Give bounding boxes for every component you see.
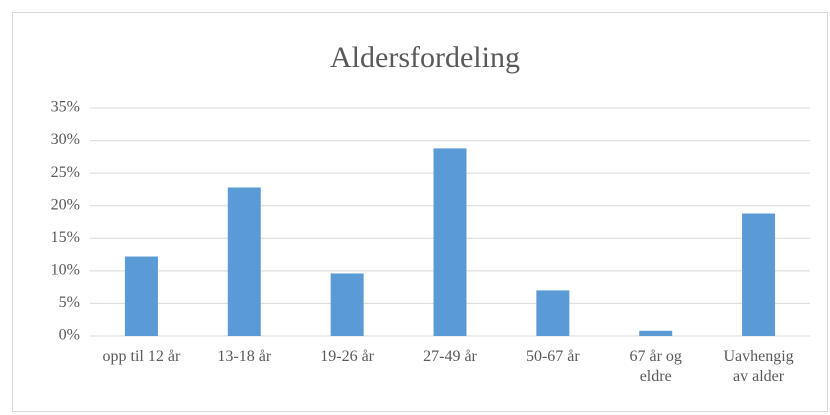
y-tick-label: 25% — [51, 164, 80, 181]
y-tick-label: 30% — [51, 131, 80, 148]
y-tick-label: 0% — [59, 327, 80, 344]
x-tick-label: Uavhengig av alder — [723, 348, 794, 385]
y-tick-label: 15% — [51, 229, 80, 246]
bar — [124, 256, 158, 336]
bar — [742, 213, 776, 336]
y-tick-label: 5% — [59, 294, 80, 311]
bar — [330, 273, 364, 336]
x-tick-label: opp til 12 år — [102, 348, 181, 365]
x-tick-label: 67 år og eldre — [629, 348, 682, 385]
bar — [639, 330, 673, 336]
x-tick-label: 50-67 år — [525, 348, 580, 365]
chart-frame — [12, 12, 828, 412]
y-tick-label: 10% — [51, 262, 80, 279]
bar — [433, 148, 467, 336]
bar — [536, 290, 570, 336]
x-tick-label: 27-49 år — [423, 348, 477, 365]
y-tick-label: 20% — [51, 196, 80, 213]
y-tick-label: 35% — [51, 99, 80, 116]
chart-title: Aldersfordeling — [330, 41, 520, 74]
x-tick-label: 19-26 år — [320, 348, 375, 365]
bar — [227, 187, 261, 336]
x-tick-label: 13-18 år — [217, 348, 272, 365]
